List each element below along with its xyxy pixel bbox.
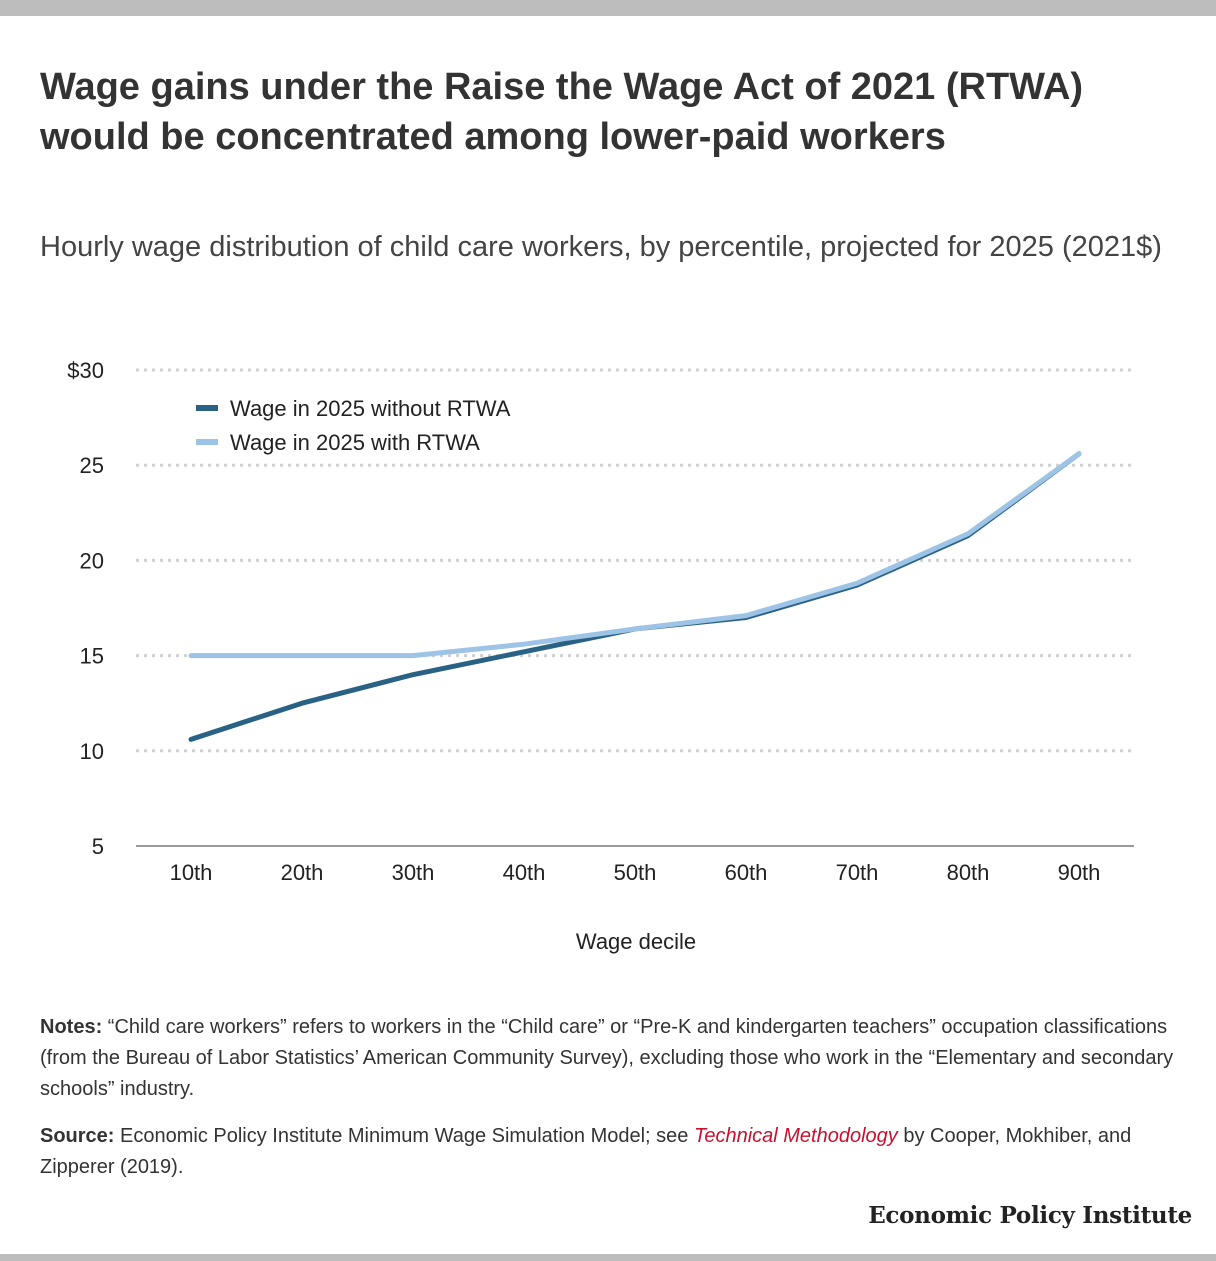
x-axis-ticks: 10th 20th 30th 40th 50th 60th 70th 80th 90th xyxy=(170,860,1101,885)
source-text-before: Economic Policy Institute Minimum Wage S… xyxy=(114,1125,694,1147)
x-tick-label: 30th xyxy=(392,860,435,885)
x-tick-label: 80th xyxy=(947,860,990,885)
legend: Wage in 2025 without RTWA Wage in 2025 wi… xyxy=(196,396,511,455)
x-tick-label: 40th xyxy=(503,860,546,885)
notes-text: “Child care workers” refers to workers i… xyxy=(40,1016,1174,1100)
technical-methodology-link[interactable]: Technical Methodology xyxy=(693,1125,898,1147)
series-line-without-rtwa xyxy=(188,451,1082,742)
y-tick-label: 10 xyxy=(80,739,104,764)
line-chart: 5 10 15 20 25 $30 10th 20th 30th 40th 50th 60th 70t… xyxy=(67,358,1134,954)
top-border xyxy=(0,0,1216,16)
x-axis-label: Wage decile xyxy=(576,929,696,954)
series-lines xyxy=(188,451,1082,742)
x-tick-label: 70th xyxy=(836,860,879,885)
gridlines xyxy=(136,368,1134,847)
y-tick-label: 5 xyxy=(92,834,104,859)
legend-label: Wage in 2025 with RTWA xyxy=(230,430,480,455)
notes: Notes: “Child care workers” refers to wo… xyxy=(40,1012,1180,1105)
y-axis-ticks: 5 10 15 20 25 $30 xyxy=(67,358,104,859)
source-text-after: by Cooper, Mokhiber, and Zipperer (2019)… xyxy=(40,1125,1132,1178)
chart-title: Wage gains under the Raise the Wage Act … xyxy=(40,66,1084,158)
brand-logo: Economic Policy Institute xyxy=(868,1202,1192,1229)
notes-label: Notes: xyxy=(40,1016,103,1038)
legend-label: Wage in 2025 without RTWA xyxy=(230,396,511,421)
y-tick-label: $30 xyxy=(67,358,104,383)
x-tick-label: 10th xyxy=(170,860,213,885)
chart-subtitle: Hourly wage distribution of child care w… xyxy=(40,231,1162,263)
y-tick-label: 20 xyxy=(80,548,104,573)
y-tick-label: 15 xyxy=(80,644,104,669)
y-tick-label: 25 xyxy=(80,453,104,478)
x-tick-label: 20th xyxy=(281,860,324,885)
bottom-border xyxy=(0,1254,1216,1261)
x-tick-label: 60th xyxy=(725,860,768,885)
series-line-with-rtwa xyxy=(188,451,1082,659)
x-tick-label: 90th xyxy=(1058,860,1101,885)
x-tick-label: 50th xyxy=(614,860,657,885)
source: Source: Economic Policy Institute Minimu… xyxy=(40,1121,1180,1183)
source-label: Source: xyxy=(40,1125,115,1147)
